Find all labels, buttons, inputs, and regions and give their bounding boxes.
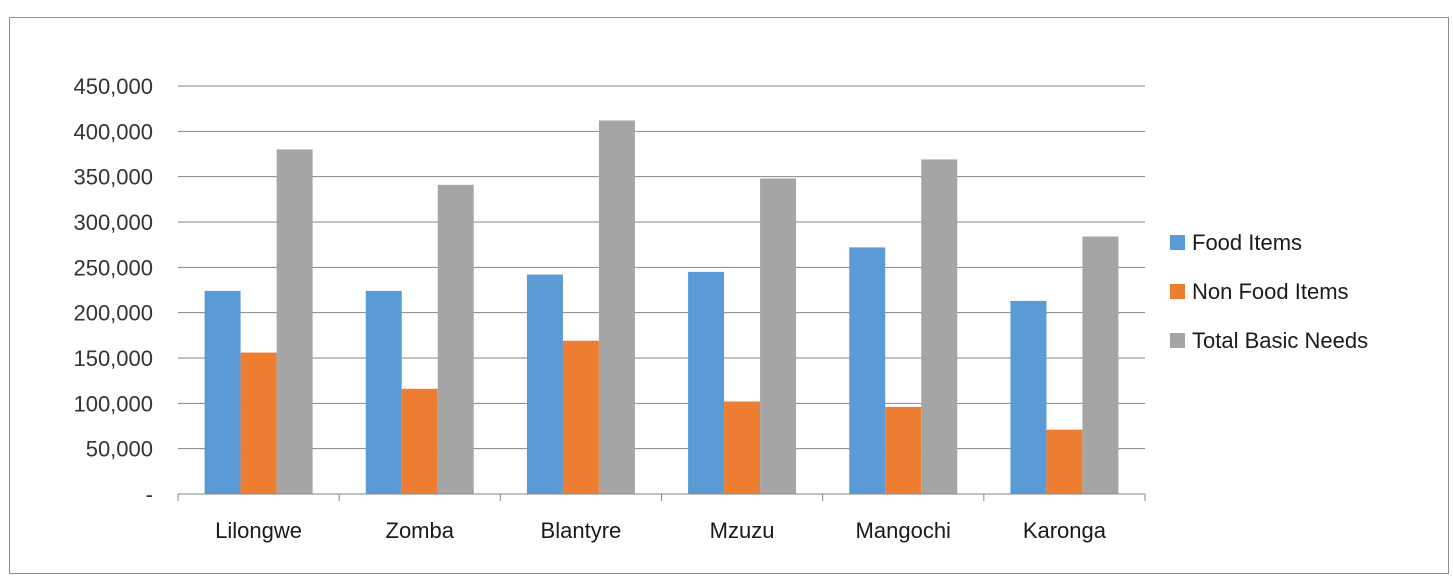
bar-food-items-mzuzu xyxy=(688,271,725,494)
y-tick-label: - xyxy=(146,482,153,507)
x-axis: Lilongwe Zomba Blantyre Mzuzu Mangochi Karong… xyxy=(177,493,1146,543)
bar-non-food-items-mzuzu xyxy=(724,401,761,494)
bar-total-basic-needs-blantyre xyxy=(598,120,635,494)
bar-total-basic-needs-mangochi xyxy=(921,159,958,494)
bar-food-items-lilongwe xyxy=(204,290,241,494)
bar-total-basic-needs-lilongwe xyxy=(276,149,313,494)
y-tick-label: 150,000 xyxy=(73,346,153,371)
legend: Food Items Non Food Items Total Basic Need… xyxy=(1170,230,1368,353)
x-category-label: Mangochi xyxy=(856,518,951,543)
bar-non-food-items-zomba xyxy=(401,388,438,494)
bar-food-items-mangochi xyxy=(849,247,886,494)
x-category-label: Blantyre xyxy=(541,518,622,543)
y-tick-label: 250,000 xyxy=(73,255,153,280)
x-category-label: Karonga xyxy=(1023,518,1107,543)
bars xyxy=(204,120,1119,495)
legend-label: Food Items xyxy=(1192,230,1302,255)
y-tick-label: 50,000 xyxy=(86,437,153,462)
bar-food-items-zomba xyxy=(365,290,402,494)
bar-food-items-karonga xyxy=(1010,300,1047,494)
y-tick-label: 450,000 xyxy=(73,74,153,99)
y-tick-label: 300,000 xyxy=(73,210,153,235)
legend-swatch xyxy=(1170,235,1185,250)
bar-non-food-items-lilongwe xyxy=(240,352,277,494)
bar-non-food-items-mangochi xyxy=(885,406,922,494)
bar-non-food-items-karonga xyxy=(1046,429,1083,494)
legend-swatch xyxy=(1170,284,1185,299)
bar-total-basic-needs-zomba xyxy=(437,184,474,494)
bar-total-basic-needs-karonga xyxy=(1082,236,1119,495)
bar-non-food-items-blantyre xyxy=(562,340,599,494)
gridlines xyxy=(178,85,1145,450)
bar-total-basic-needs-mzuzu xyxy=(760,178,797,495)
x-category-label: Mzuzu xyxy=(710,518,775,543)
y-tick-label: 350,000 xyxy=(73,165,153,190)
bar-food-items-blantyre xyxy=(526,274,563,494)
y-axis-tick-labels: - 50,000 100,000 150,000 200,000 250,000 300,0… xyxy=(73,74,153,507)
legend-label: Non Food Items xyxy=(1192,279,1349,304)
y-tick-label: 400,000 xyxy=(73,119,153,144)
y-tick-label: 100,000 xyxy=(73,391,153,416)
x-category-label: Zomba xyxy=(386,518,455,543)
y-tick-label: 200,000 xyxy=(73,301,153,326)
legend-swatch xyxy=(1170,333,1185,348)
x-category-label: Lilongwe xyxy=(215,518,302,543)
legend-label: Total Basic Needs xyxy=(1192,328,1368,353)
